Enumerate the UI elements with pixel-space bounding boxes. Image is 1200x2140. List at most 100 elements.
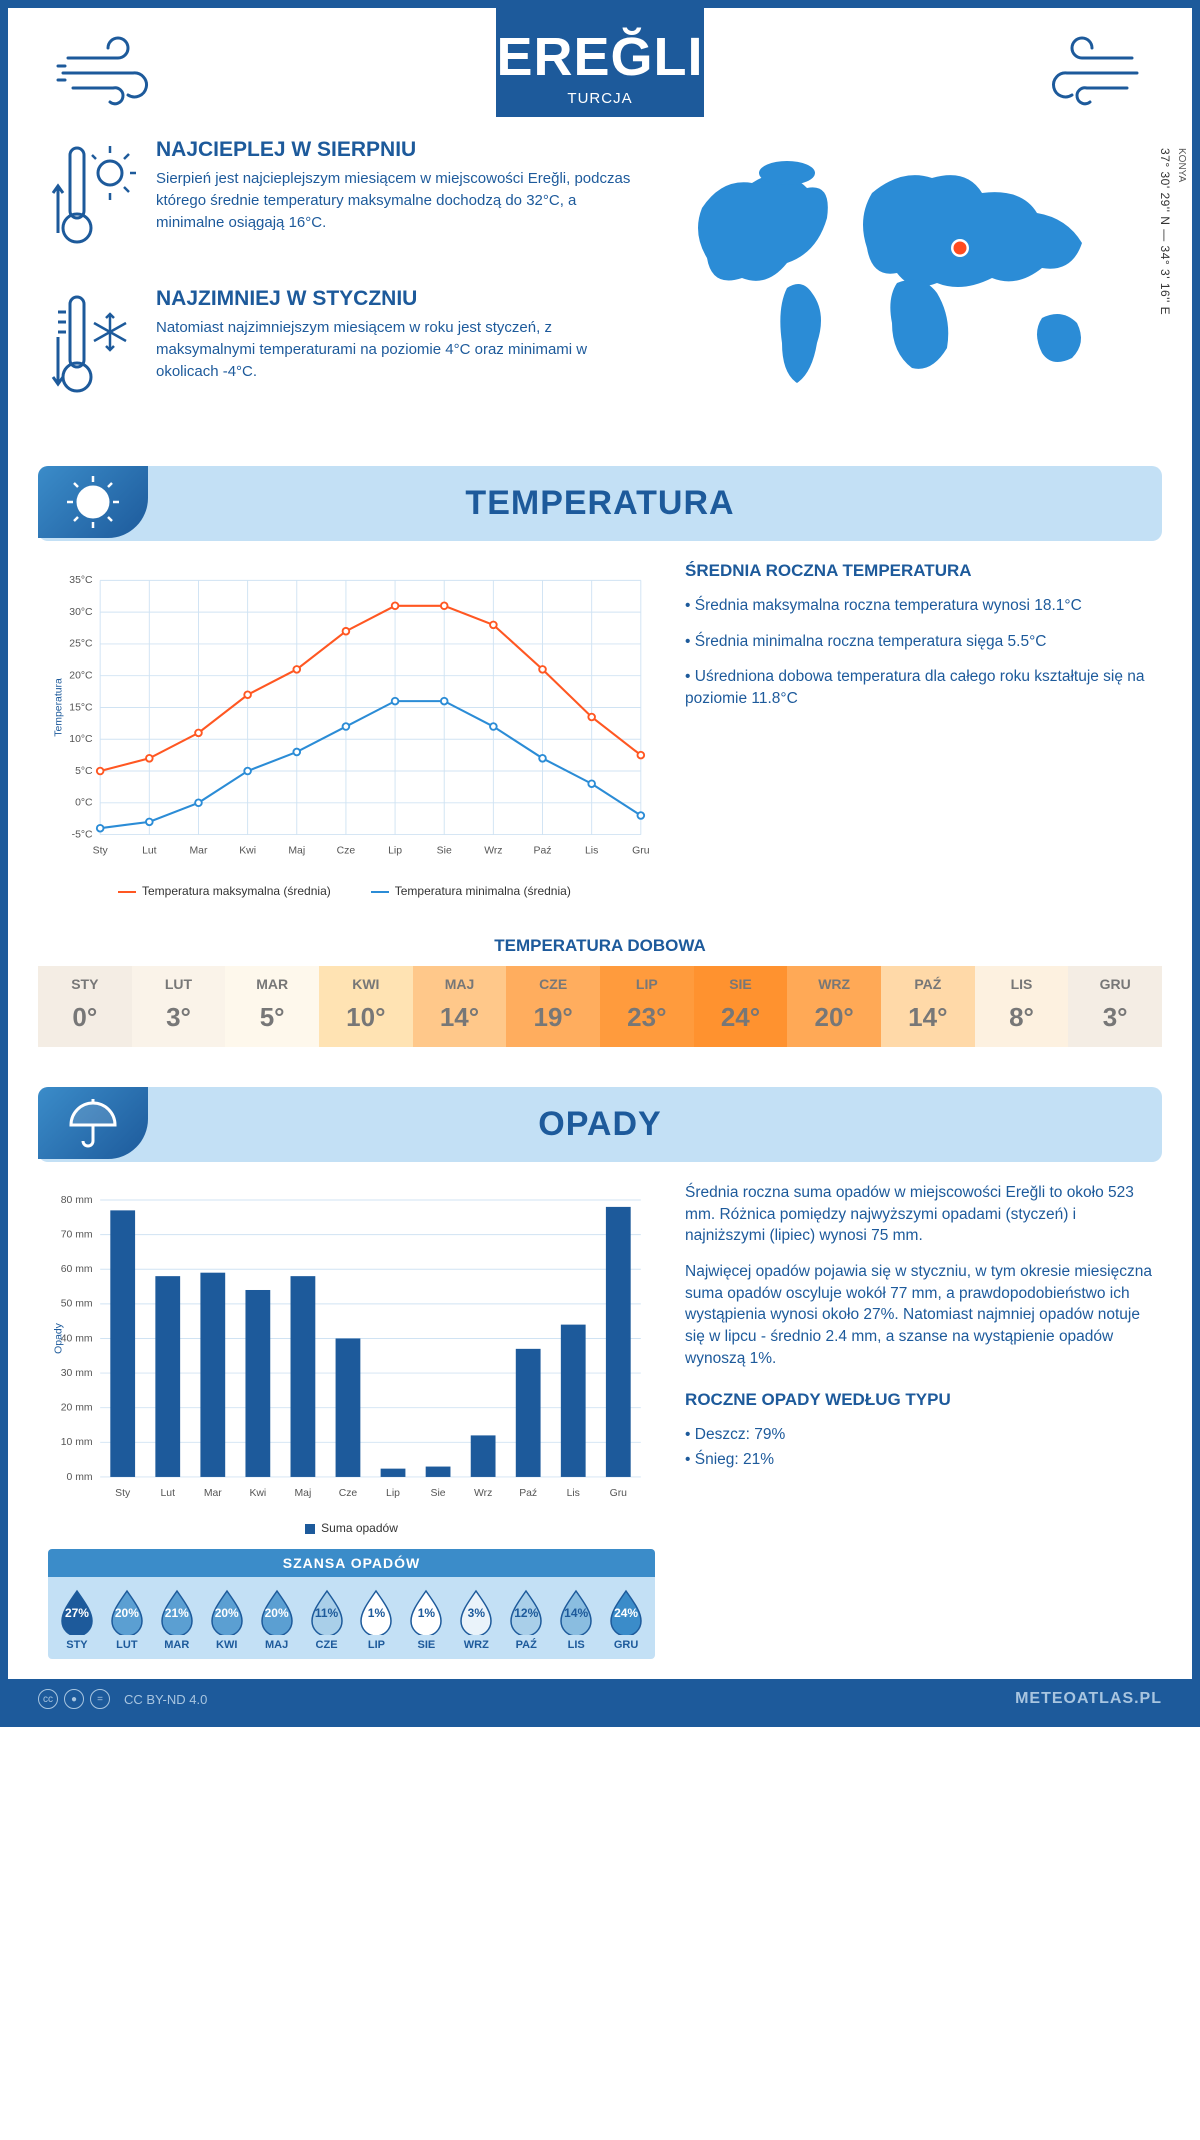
svg-text:Lis: Lis (567, 1488, 580, 1499)
chance-cell: 20%MAJ (252, 1587, 302, 1651)
hot-title: NAJCIEPLEJ W SIERPNIU (156, 138, 642, 162)
license: cc ● = CC BY-ND 4.0 (38, 1689, 207, 1709)
svg-text:20 mm: 20 mm (61, 1403, 93, 1414)
chance-row: 27%STY20%LUT21%MAR20%KWI20%MAJ11%CZE1%LI… (48, 1577, 655, 1659)
cc-icon: cc (38, 1689, 58, 1709)
cold-title: NAJZIMNIEJ W STYCZNIU (156, 287, 642, 311)
legend-max: Temperatura maksymalna (średnia) (118, 884, 331, 898)
svg-text:40 mm: 40 mm (61, 1333, 93, 1344)
precip-legend: Suma opadów (48, 1521, 655, 1535)
coldest-fact: NAJZIMNIEJ W STYCZNIU Natomiast najzimni… (48, 287, 642, 412)
umbrella-icon (38, 1087, 148, 1159)
header-row: EREĞLI TURCJA (8, 8, 1192, 118)
chance-cell: 20%KWI (202, 1587, 252, 1651)
svg-text:Cze: Cze (339, 1488, 358, 1499)
precip-info: Średnia roczna suma opadów w miejscowośc… (685, 1182, 1152, 1659)
svg-text:Paź: Paź (519, 1488, 537, 1499)
svg-text:Cze: Cze (337, 846, 356, 857)
svg-text:Temperatura: Temperatura (53, 678, 64, 737)
svg-text:Lip: Lip (388, 846, 402, 857)
temp-info-b2: • Średnia minimalna roczna temperatura s… (685, 631, 1152, 653)
precip-p2: Najwięcej opadów pojawia się w styczniu,… (685, 1261, 1152, 1369)
temp-info: ŚREDNIA ROCZNA TEMPERATURA • Średnia mak… (685, 561, 1152, 898)
daily-cell: LUT3° (132, 966, 226, 1047)
precip-heading: OPADY (38, 1105, 1162, 1144)
temp-heading: TEMPERATURA (38, 484, 1162, 523)
wind-icon-left (38, 8, 188, 118)
svg-text:Paź: Paź (534, 846, 552, 857)
svg-text:10°C: 10°C (69, 734, 93, 745)
chance-cell: 24%GRU (601, 1587, 651, 1651)
chance-cell: 11%CZE (302, 1587, 352, 1651)
infographic-frame: EREĞLI TURCJA NAJCIEPLEJ W SIERPNIU Sier… (0, 0, 1200, 1727)
svg-text:30°C: 30°C (69, 607, 93, 618)
brand: METEOATLAS.PL (1015, 1690, 1162, 1708)
svg-text:Wrz: Wrz (474, 1488, 492, 1499)
svg-text:Kwi: Kwi (239, 846, 256, 857)
svg-text:70 mm: 70 mm (61, 1229, 93, 1240)
svg-text:Gru: Gru (610, 1488, 628, 1499)
sun-icon (38, 466, 148, 538)
svg-text:Sie: Sie (431, 1488, 446, 1499)
region-label: KONYA (1176, 148, 1187, 182)
svg-text:-5°C: -5°C (72, 829, 93, 840)
daily-cell: SIE24° (694, 966, 788, 1047)
chance-cell: 1%SIE (401, 1587, 451, 1651)
cold-text: Natomiast najzimniejszym miesiącem w rok… (156, 317, 642, 382)
daily-cell: MAR5° (225, 966, 319, 1047)
precip-rain: • Deszcz: 79% (685, 1424, 1152, 1446)
chance-box: SZANSA OPADÓW 27%STY20%LUT21%MAR20%KWI20… (48, 1549, 655, 1659)
svg-text:Mar: Mar (204, 1488, 222, 1499)
chance-cell: 1%LIP (352, 1587, 402, 1651)
svg-text:Maj: Maj (288, 846, 305, 857)
footer: cc ● = CC BY-ND 4.0 METEOATLAS.PL (8, 1679, 1192, 1719)
country-name: TURCJA (496, 90, 703, 107)
temp-info-b3: • Uśredniona dobowa temperatura dla całe… (685, 666, 1152, 709)
city-name: EREĞLI (496, 26, 703, 88)
svg-text:Opady: Opady (53, 1322, 64, 1353)
daily-cell: MAJ14° (413, 966, 507, 1047)
title-banner: EREĞLI TURCJA (496, 8, 703, 117)
svg-text:Mar: Mar (189, 846, 207, 857)
daily-cell: WRZ20° (787, 966, 881, 1047)
legend-min: Temperatura minimalna (średnia) (371, 884, 571, 898)
svg-text:Gru: Gru (632, 846, 650, 857)
svg-text:50 mm: 50 mm (61, 1299, 93, 1310)
coordinates: 37° 30' 29'' N — 34° 3' 16'' E (1158, 148, 1172, 315)
world-map: KONYA 37° 30' 29'' N — 34° 3' 16'' E (672, 138, 1152, 436)
daily-cell: GRU3° (1068, 966, 1162, 1047)
svg-text:Lut: Lut (160, 1488, 175, 1499)
precip-type-title: ROCZNE OPADY WEDŁUG TYPU (685, 1390, 1152, 1410)
temp-section-banner: TEMPERATURA (38, 466, 1162, 541)
hot-text: Sierpień jest najcieplejszym miesiącem w… (156, 168, 642, 233)
precip-p1: Średnia roczna suma opadów w miejscowośc… (685, 1182, 1152, 1247)
svg-text:Wrz: Wrz (484, 846, 502, 857)
thermometer-cold-icon (48, 287, 138, 412)
chance-cell: 21%MAR (152, 1587, 202, 1651)
daily-cell: KWI10° (319, 966, 413, 1047)
intro-section: NAJCIEPLEJ W SIERPNIU Sierpień jest najc… (8, 118, 1192, 466)
temp-info-b1: • Średnia maksymalna roczna temperatura … (685, 595, 1152, 617)
svg-text:0 mm: 0 mm (67, 1472, 93, 1483)
license-text: CC BY-ND 4.0 (124, 1692, 207, 1707)
svg-text:Lis: Lis (585, 846, 598, 857)
svg-text:Lut: Lut (142, 846, 157, 857)
svg-text:0°C: 0°C (75, 798, 93, 809)
wind-icon-right (1012, 8, 1162, 118)
svg-text:60 mm: 60 mm (61, 1264, 93, 1275)
hottest-fact: NAJCIEPLEJ W SIERPNIU Sierpień jest najc… (48, 138, 642, 263)
svg-text:Sty: Sty (93, 846, 109, 857)
nd-icon: = (90, 1689, 110, 1709)
svg-text:20°C: 20°C (69, 671, 93, 682)
svg-text:5°C: 5°C (75, 766, 93, 777)
svg-text:Kwi: Kwi (249, 1488, 266, 1499)
svg-text:Lip: Lip (386, 1488, 400, 1499)
precip-section-banner: OPADY (38, 1087, 1162, 1162)
temperature-line-chart: -5°C0°C5°C10°C15°C20°C25°C30°C35°CStyLut… (48, 561, 655, 871)
daily-temp-title: TEMPERATURA DOBOWA (8, 936, 1192, 956)
daily-temp-grid: STY0°LUT3°MAR5°KWI10°MAJ14°CZE19°LIP23°S… (38, 966, 1162, 1047)
daily-cell: LIS8° (975, 966, 1069, 1047)
chance-cell: 3%WRZ (451, 1587, 501, 1651)
chance-cell: 27%STY (52, 1587, 102, 1651)
chance-cell: 14%LIS (551, 1587, 601, 1651)
